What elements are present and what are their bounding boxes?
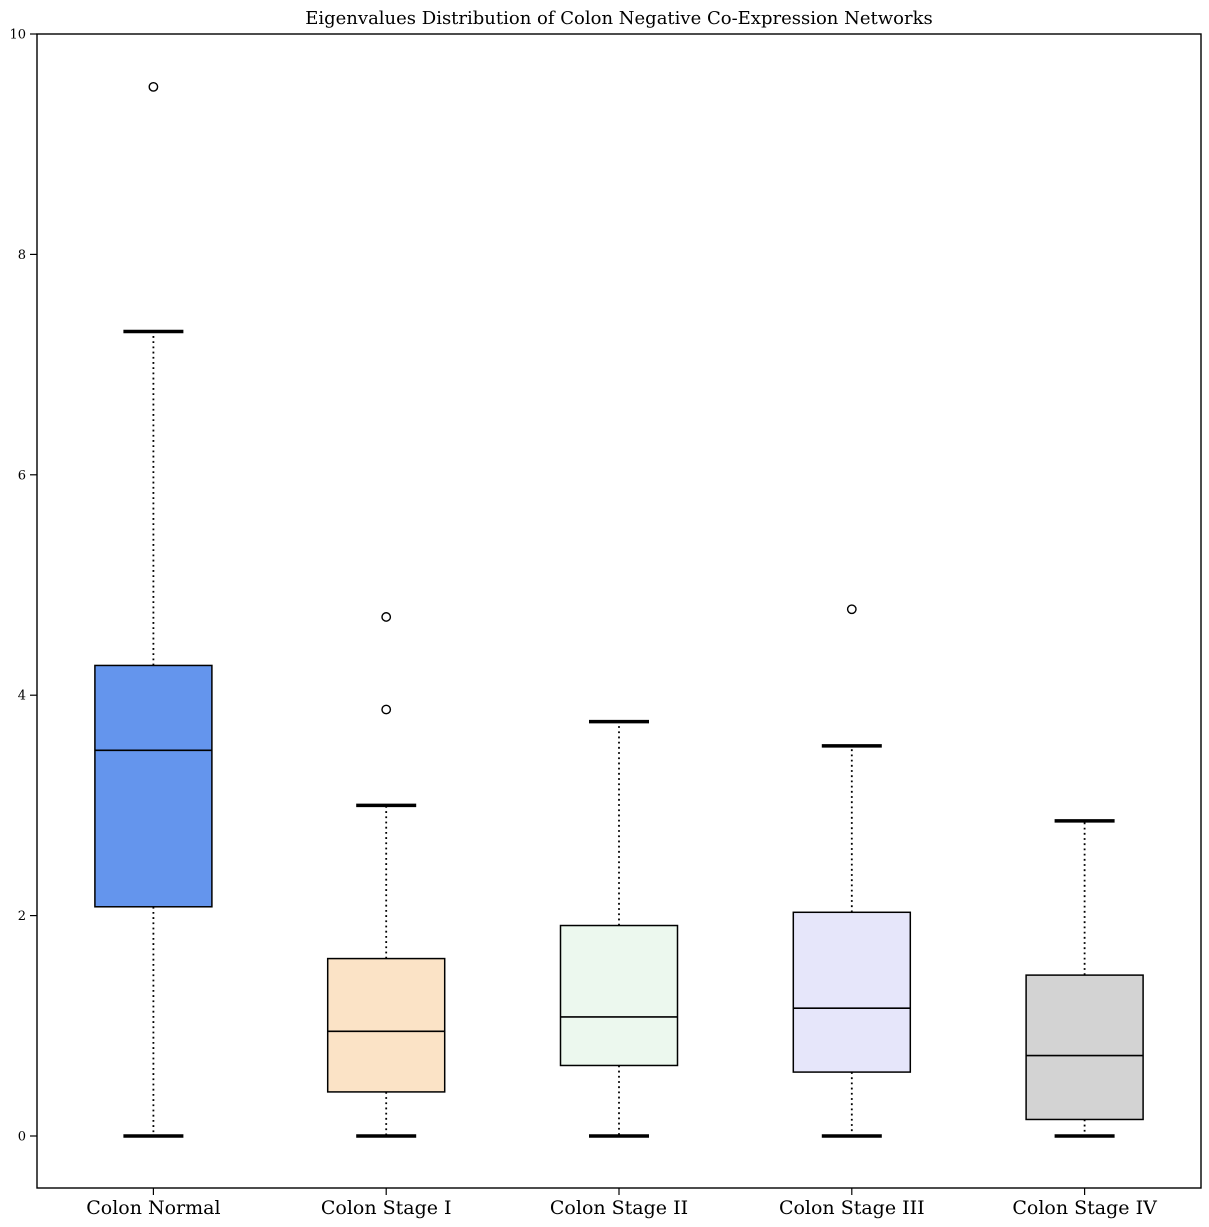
x-tick-label: Colon Stage II [550,1197,688,1219]
plot-area: 0 2 4 6 8 10 Colon Normal Colon Stage I Colon St… [9,28,1202,1219]
outlier-point [846,604,857,615]
x-tick-label: Colon Stage III [779,1197,925,1219]
y-tick-label: 8 [18,248,26,263]
outlier-point [381,612,392,622]
outlier-point [148,81,159,92]
iqr-box [94,664,213,908]
iqr-box [326,957,446,1093]
iqr-box [559,924,679,1067]
x-tick-label: Colon Normal [86,1197,220,1219]
x-tick-label: Colon Stage IV [1012,1197,1157,1219]
y-tick-label: 0 [18,1130,26,1145]
iqr-box [792,911,912,1073]
chart-title: Eigenvalues Distribution of Colon Negati… [305,8,933,29]
iqr-box [1025,974,1144,1121]
y-tick-label: 10 [9,28,26,43]
y-tick-label: 6 [18,468,26,483]
outlier-point [381,704,392,715]
x-tick-label: Colon Stage I [321,1197,452,1219]
y-tick-label: 4 [18,689,26,704]
y-tick-label: 2 [18,909,26,924]
